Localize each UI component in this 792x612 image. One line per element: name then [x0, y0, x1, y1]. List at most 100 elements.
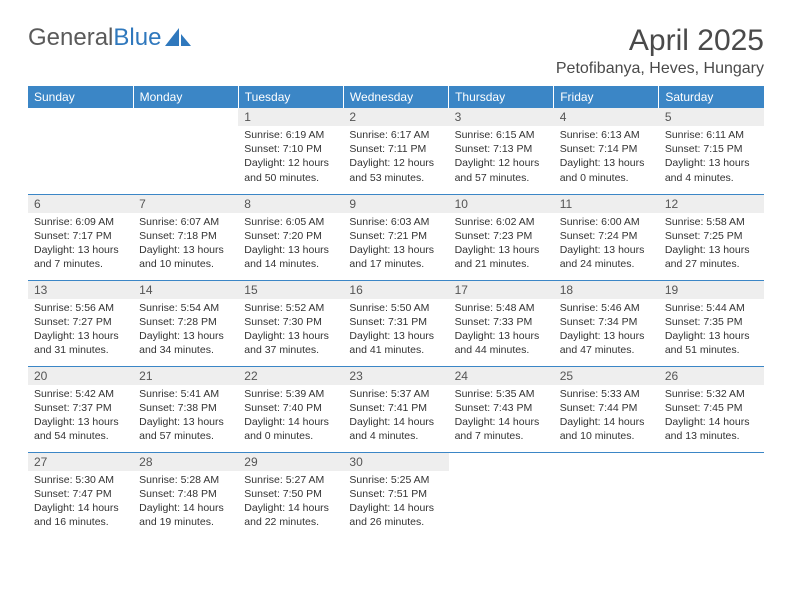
sunrise-text: Sunrise: 5:41 AM [139, 387, 232, 401]
calendar-row: 20Sunrise: 5:42 AMSunset: 7:37 PMDayligh… [28, 366, 764, 452]
calendar-cell: 25Sunrise: 5:33 AMSunset: 7:44 PMDayligh… [554, 366, 659, 452]
day-details: Sunrise: 5:41 AMSunset: 7:38 PMDaylight:… [133, 385, 238, 448]
calendar-cell: 1Sunrise: 6:19 AMSunset: 7:10 PMDaylight… [238, 108, 343, 194]
weekday-header: Wednesday [343, 86, 448, 108]
day-details: Sunrise: 6:17 AMSunset: 7:11 PMDaylight:… [343, 126, 448, 189]
day-details: Sunrise: 5:27 AMSunset: 7:50 PMDaylight:… [238, 471, 343, 534]
sunrise-text: Sunrise: 5:52 AM [244, 301, 337, 315]
day-number: 23 [343, 367, 448, 385]
day-details: Sunrise: 6:13 AMSunset: 7:14 PMDaylight:… [554, 126, 659, 189]
weekday-header: Thursday [449, 86, 554, 108]
day-number: 18 [554, 281, 659, 299]
day-details: Sunrise: 5:32 AMSunset: 7:45 PMDaylight:… [659, 385, 764, 448]
sunset-text: Sunset: 7:35 PM [665, 315, 758, 329]
calendar-row: 13Sunrise: 5:56 AMSunset: 7:27 PMDayligh… [28, 280, 764, 366]
day-details: Sunrise: 6:02 AMSunset: 7:23 PMDaylight:… [449, 213, 554, 276]
calendar-cell: 13Sunrise: 5:56 AMSunset: 7:27 PMDayligh… [28, 280, 133, 366]
calendar-cell: 19Sunrise: 5:44 AMSunset: 7:35 PMDayligh… [659, 280, 764, 366]
sunrise-text: Sunrise: 5:44 AM [665, 301, 758, 315]
day-details: Sunrise: 5:54 AMSunset: 7:28 PMDaylight:… [133, 299, 238, 362]
month-title: April 2025 [556, 24, 764, 58]
calendar-cell: 7Sunrise: 6:07 AMSunset: 7:18 PMDaylight… [133, 194, 238, 280]
calendar-cell-empty [554, 452, 659, 538]
sunset-text: Sunset: 7:27 PM [34, 315, 127, 329]
day-number: 16 [343, 281, 448, 299]
calendar-cell: 20Sunrise: 5:42 AMSunset: 7:37 PMDayligh… [28, 366, 133, 452]
calendar-cell: 12Sunrise: 5:58 AMSunset: 7:25 PMDayligh… [659, 194, 764, 280]
day-number: 11 [554, 195, 659, 213]
daylight-text: Daylight: 13 hours and 57 minutes. [139, 415, 232, 443]
sunset-text: Sunset: 7:47 PM [34, 487, 127, 501]
daylight-text: Daylight: 13 hours and 17 minutes. [349, 243, 442, 271]
sunset-text: Sunset: 7:51 PM [349, 487, 442, 501]
day-number: 28 [133, 453, 238, 471]
daylight-text: Daylight: 13 hours and 7 minutes. [34, 243, 127, 271]
weekday-header: Monday [133, 86, 238, 108]
sunrise-text: Sunrise: 6:19 AM [244, 128, 337, 142]
calendar-cell: 16Sunrise: 5:50 AMSunset: 7:31 PMDayligh… [343, 280, 448, 366]
day-number: 29 [238, 453, 343, 471]
daylight-text: Daylight: 13 hours and 4 minutes. [665, 156, 758, 184]
sunset-text: Sunset: 7:40 PM [244, 401, 337, 415]
sunset-text: Sunset: 7:34 PM [560, 315, 653, 329]
day-details: Sunrise: 6:07 AMSunset: 7:18 PMDaylight:… [133, 213, 238, 276]
calendar-cell-empty [133, 108, 238, 194]
sunset-text: Sunset: 7:50 PM [244, 487, 337, 501]
header: GeneralBlue April 2025 Petofibanya, Heve… [28, 24, 764, 78]
calendar-table: SundayMondayTuesdayWednesdayThursdayFrid… [28, 86, 764, 538]
calendar-body: 1Sunrise: 6:19 AMSunset: 7:10 PMDaylight… [28, 108, 764, 538]
daylight-text: Daylight: 12 hours and 57 minutes. [455, 156, 548, 184]
daylight-text: Daylight: 14 hours and 4 minutes. [349, 415, 442, 443]
weekday-header: Sunday [28, 86, 133, 108]
calendar-cell: 11Sunrise: 6:00 AMSunset: 7:24 PMDayligh… [554, 194, 659, 280]
sunrise-text: Sunrise: 6:00 AM [560, 215, 653, 229]
calendar-cell: 23Sunrise: 5:37 AMSunset: 7:41 PMDayligh… [343, 366, 448, 452]
daylight-text: Daylight: 13 hours and 14 minutes. [244, 243, 337, 271]
daylight-text: Daylight: 14 hours and 7 minutes. [455, 415, 548, 443]
day-number: 9 [343, 195, 448, 213]
day-details: Sunrise: 5:52 AMSunset: 7:30 PMDaylight:… [238, 299, 343, 362]
day-details: Sunrise: 6:00 AMSunset: 7:24 PMDaylight:… [554, 213, 659, 276]
title-block: April 2025 Petofibanya, Heves, Hungary [556, 24, 764, 78]
calendar-row: 1Sunrise: 6:19 AMSunset: 7:10 PMDaylight… [28, 108, 764, 194]
daylight-text: Daylight: 14 hours and 26 minutes. [349, 501, 442, 529]
sunrise-text: Sunrise: 6:02 AM [455, 215, 548, 229]
daylight-text: Daylight: 13 hours and 54 minutes. [34, 415, 127, 443]
daylight-text: Daylight: 14 hours and 22 minutes. [244, 501, 337, 529]
daylight-text: Daylight: 14 hours and 19 minutes. [139, 501, 232, 529]
sunset-text: Sunset: 7:30 PM [244, 315, 337, 329]
calendar-cell: 9Sunrise: 6:03 AMSunset: 7:21 PMDaylight… [343, 194, 448, 280]
calendar-row: 27Sunrise: 5:30 AMSunset: 7:47 PMDayligh… [28, 452, 764, 538]
day-details: Sunrise: 5:28 AMSunset: 7:48 PMDaylight:… [133, 471, 238, 534]
day-number: 10 [449, 195, 554, 213]
sunrise-text: Sunrise: 5:46 AM [560, 301, 653, 315]
day-details: Sunrise: 5:35 AMSunset: 7:43 PMDaylight:… [449, 385, 554, 448]
calendar-cell: 15Sunrise: 5:52 AMSunset: 7:30 PMDayligh… [238, 280, 343, 366]
calendar-cell: 17Sunrise: 5:48 AMSunset: 7:33 PMDayligh… [449, 280, 554, 366]
weekday-header: Friday [554, 86, 659, 108]
day-details: Sunrise: 5:50 AMSunset: 7:31 PMDaylight:… [343, 299, 448, 362]
sunrise-text: Sunrise: 5:50 AM [349, 301, 442, 315]
calendar-cell: 10Sunrise: 6:02 AMSunset: 7:23 PMDayligh… [449, 194, 554, 280]
day-number: 21 [133, 367, 238, 385]
sunset-text: Sunset: 7:15 PM [665, 142, 758, 156]
weekday-header: Tuesday [238, 86, 343, 108]
day-details: Sunrise: 6:15 AMSunset: 7:13 PMDaylight:… [449, 126, 554, 189]
day-details: Sunrise: 5:30 AMSunset: 7:47 PMDaylight:… [28, 471, 133, 534]
daylight-text: Daylight: 12 hours and 50 minutes. [244, 156, 337, 184]
sunrise-text: Sunrise: 5:32 AM [665, 387, 758, 401]
day-details: Sunrise: 6:09 AMSunset: 7:17 PMDaylight:… [28, 213, 133, 276]
day-number: 19 [659, 281, 764, 299]
sunset-text: Sunset: 7:41 PM [349, 401, 442, 415]
sunset-text: Sunset: 7:14 PM [560, 142, 653, 156]
calendar-cell: 29Sunrise: 5:27 AMSunset: 7:50 PMDayligh… [238, 452, 343, 538]
calendar-cell-empty [659, 452, 764, 538]
sunrise-text: Sunrise: 5:35 AM [455, 387, 548, 401]
sunset-text: Sunset: 7:21 PM [349, 229, 442, 243]
day-number: 7 [133, 195, 238, 213]
logo-text-blue: Blue [113, 24, 161, 52]
sunset-text: Sunset: 7:10 PM [244, 142, 337, 156]
calendar-cell: 8Sunrise: 6:05 AMSunset: 7:20 PMDaylight… [238, 194, 343, 280]
daylight-text: Daylight: 14 hours and 13 minutes. [665, 415, 758, 443]
daylight-text: Daylight: 13 hours and 41 minutes. [349, 329, 442, 357]
